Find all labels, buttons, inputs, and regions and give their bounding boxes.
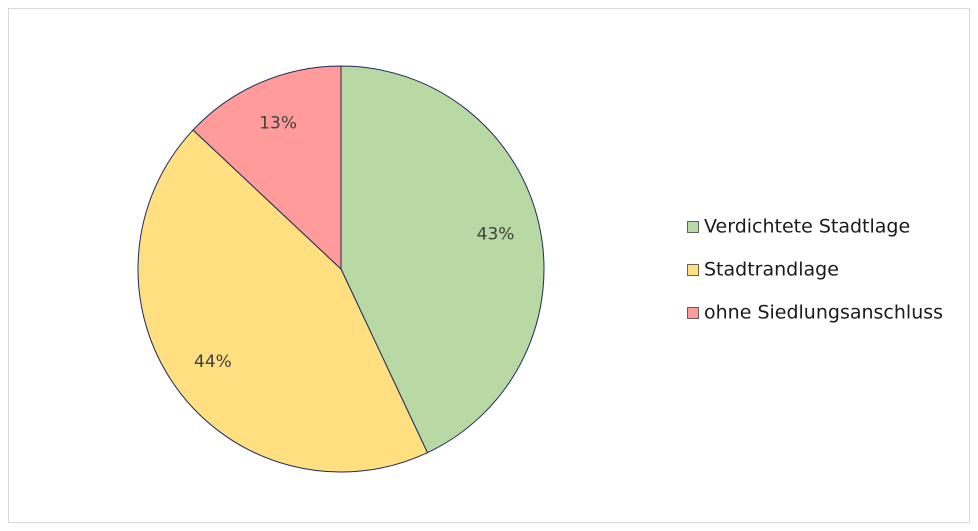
legend-label: Verdichtete Stadtlage [704, 216, 910, 238]
legend-swatch [687, 307, 699, 319]
legend-swatch [687, 264, 699, 276]
data-label: 44% [194, 352, 232, 372]
data-label: 13% [259, 114, 297, 134]
pie-slice [137, 129, 429, 473]
legend-label: ohne Siedlungsanschluss [704, 302, 943, 324]
pie-slice [192, 65, 342, 271]
legend-swatch [687, 221, 699, 233]
data-label: 43% [477, 224, 515, 244]
legend-label: Stadtrandlage [704, 259, 839, 281]
pie-slice [340, 65, 545, 454]
